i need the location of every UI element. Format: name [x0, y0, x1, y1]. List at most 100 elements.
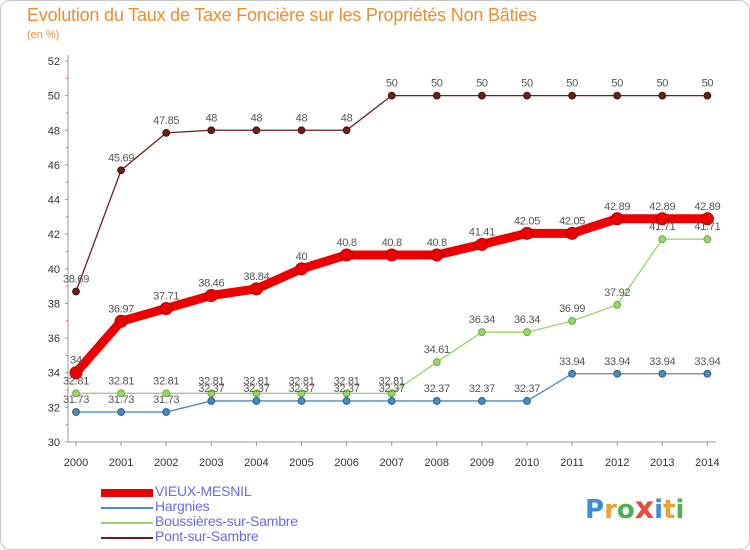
data-point-hargnies	[207, 397, 216, 405]
x-tick-label: 2009	[470, 457, 494, 469]
chart-title: Evolution du Taux de Taxe Foncière sur l…	[27, 5, 537, 25]
data-label-hargnies: 33.94	[604, 356, 630, 368]
data-label-boussieres-sur-sambre: 32.81	[288, 375, 314, 387]
data-label-boussieres-sur-sambre: 41.71	[649, 221, 675, 233]
series-line-boussieres-sur-sambre	[76, 238, 708, 394]
data-point-boussieres-sur-sambre	[297, 389, 306, 398]
data-label-vieux-mesnil: 42.89	[604, 201, 630, 213]
data-label-vieux-mesnil: 42.05	[559, 215, 585, 227]
data-label-hargnies: 32.37	[198, 383, 224, 395]
data-point-hargnies	[568, 369, 576, 378]
y-tick-label: 52	[48, 56, 60, 68]
data-point-hargnies	[478, 397, 486, 405]
data-label-vieux-mesnil: 38.46	[198, 277, 224, 289]
data-point-hargnies	[252, 397, 261, 405]
data-point-boussieres-sur-sambre	[117, 389, 125, 398]
data-point-pont-sur-sambre	[72, 287, 80, 296]
data-label-vieux-mesnil: 42.89	[649, 201, 675, 213]
data-label-pont-sur-sambre: 48	[205, 112, 217, 124]
data-label-pont-sur-sambre: 48	[296, 112, 308, 124]
data-point-vieux-mesnil	[565, 226, 579, 240]
data-label-vieux-mesnil: 41.41	[469, 226, 495, 238]
data-label-boussieres-sur-sambre: 36.34	[469, 314, 495, 326]
data-point-hargnies	[613, 369, 622, 378]
data-label-hargnies: 32.37	[243, 383, 269, 395]
data-point-boussieres-sur-sambre	[207, 389, 216, 398]
data-point-vieux-mesnil	[204, 288, 218, 302]
data-label-boussieres-sur-sambre: 32.81	[108, 375, 134, 387]
data-point-boussieres-sur-sambre	[342, 389, 351, 398]
x-tick-label: 2008	[425, 457, 449, 469]
data-label-pont-sur-sambre: 50	[476, 78, 488, 90]
data-point-hargnies	[387, 397, 396, 405]
data-point-hargnies	[658, 369, 667, 378]
data-label-pont-sur-sambre: 47.85	[153, 115, 179, 127]
y-tick-label: 30	[48, 437, 60, 449]
legend-label: Boussières-sur-Sambre	[155, 513, 298, 529]
data-point-hargnies	[342, 397, 351, 405]
data-label-hargnies: 32.37	[288, 383, 314, 395]
x-tick-label: 2011	[560, 457, 584, 469]
x-tick-label: 2002	[154, 457, 178, 469]
data-label-hargnies: 32.37	[469, 383, 495, 395]
data-point-pont-sur-sambre	[703, 91, 712, 100]
data-label-pont-sur-sambre: 50	[702, 78, 714, 90]
legend-swatch	[101, 537, 153, 539]
x-tick-label: 2000	[64, 457, 88, 469]
x-tick-label: 2004	[244, 457, 268, 469]
logo-letter: P	[585, 495, 605, 525]
data-point-vieux-mesnil	[340, 248, 354, 262]
data-label-boussieres-sur-sambre: 36.99	[559, 303, 585, 315]
x-tick-label: 2006	[334, 457, 358, 469]
legend-label: Hargnies	[155, 498, 210, 514]
data-label-hargnies: 32.37	[334, 383, 360, 395]
data-label-boussieres-sur-sambre: 32.81	[153, 375, 179, 387]
data-point-boussieres-sur-sambre	[432, 358, 441, 367]
x-tick-label: 2001	[109, 457, 133, 469]
data-point-pont-sur-sambre	[613, 91, 622, 100]
data-label-pont-sur-sambre: 50	[611, 78, 623, 90]
data-point-hargnies	[162, 408, 171, 416]
data-point-pont-sur-sambre	[523, 91, 531, 100]
series-layer	[69, 91, 714, 416]
logo-letter: x	[634, 491, 655, 526]
data-point-boussieres-sur-sambre	[523, 328, 531, 337]
data-label-pont-sur-sambre: 45.69	[108, 152, 134, 164]
data-point-boussieres-sur-sambre	[478, 328, 486, 337]
y-tick-label: 32	[48, 402, 60, 414]
data-label-vieux-mesnil: 37.71	[153, 290, 179, 302]
data-label-vieux-mesnil: 34	[70, 355, 82, 367]
data-point-boussieres-sur-sambre	[568, 317, 576, 325]
data-label-pont-sur-sambre: 50	[521, 78, 533, 90]
data-label-vieux-mesnil: 36.97	[108, 303, 134, 315]
data-label-vieux-mesnil: 40.8	[336, 237, 356, 249]
data-label-hargnies: 31.73	[108, 394, 134, 406]
data-label-boussieres-sur-sambre: 36.34	[514, 314, 540, 326]
data-point-pont-sur-sambre	[432, 91, 441, 100]
data-point-boussieres-sur-sambre	[387, 389, 396, 398]
data-label-boussieres-sur-sambre: 41.71	[694, 221, 720, 233]
data-point-pont-sur-sambre	[297, 126, 306, 135]
data-point-boussieres-sur-sambre	[658, 235, 667, 244]
data-point-boussieres-sur-sambre	[72, 389, 80, 398]
data-point-pont-sur-sambre	[252, 126, 261, 135]
data-labels-layer: 38.69 45.69 47.85 48 48 48 48 50 50 50 50 50 50 50 50 3…	[63, 78, 721, 406]
data-point-hargnies	[523, 397, 531, 405]
chart-axes: 30 32 34 36 38 40 42 44 46 48 50 52 2000 2001 2002 2003…	[48, 55, 720, 469]
data-point-pont-sur-sambre	[342, 126, 351, 135]
data-point-vieux-mesnil	[69, 366, 83, 380]
y-tick-label: 46	[48, 160, 60, 172]
x-tick-label: 2010	[515, 457, 539, 469]
y-tick-label: 40	[48, 264, 60, 276]
legend-swatch	[101, 522, 153, 524]
logo-letter: i	[675, 495, 685, 525]
data-point-pont-sur-sambre	[568, 91, 576, 100]
y-tick-label: 44	[48, 195, 60, 207]
x-tick-label: 2013	[650, 457, 674, 469]
data-point-vieux-mesnil	[114, 314, 128, 328]
data-point-hargnies	[117, 408, 125, 416]
x-tick-label: 2007	[379, 457, 403, 469]
data-point-pont-sur-sambre	[387, 91, 396, 100]
data-point-vieux-mesnil	[295, 262, 308, 276]
